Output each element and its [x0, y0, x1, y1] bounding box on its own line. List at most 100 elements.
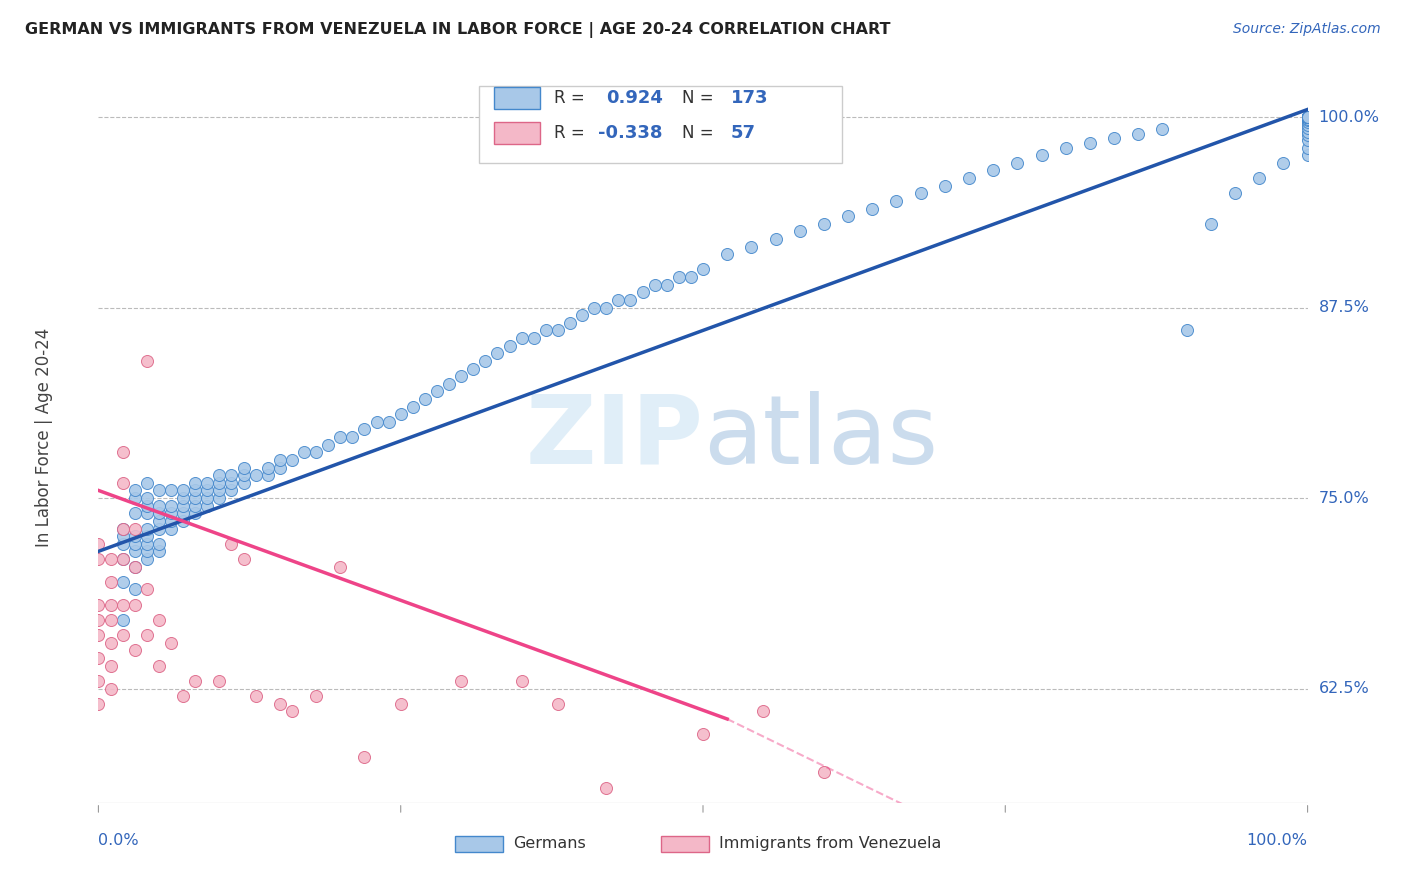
Point	[873, 804, 896, 818]
Point	[1296, 125, 1319, 139]
Point	[135, 544, 157, 558]
Point	[87, 697, 110, 711]
Point	[813, 217, 835, 231]
Text: -0.338: -0.338	[598, 124, 662, 142]
Point	[135, 552, 157, 566]
Point	[342, 430, 364, 444]
Point	[1054, 140, 1077, 154]
Point	[100, 574, 122, 589]
Text: In Labor Force | Age 20-24: In Labor Force | Age 20-24	[35, 327, 53, 547]
Point	[1296, 110, 1319, 124]
Text: Source: ZipAtlas.com: Source: ZipAtlas.com	[1233, 22, 1381, 37]
Point	[934, 178, 956, 193]
Point	[195, 483, 218, 498]
Point	[87, 628, 110, 642]
Point	[160, 506, 183, 520]
Point	[184, 483, 207, 498]
Point	[1078, 136, 1101, 150]
Point	[1296, 148, 1319, 162]
Point	[1296, 110, 1319, 124]
Point	[1054, 856, 1077, 871]
Point	[305, 445, 328, 459]
Point	[124, 643, 146, 657]
Point	[256, 460, 278, 475]
Text: Immigrants from Venezuela: Immigrants from Venezuela	[718, 836, 941, 851]
Point	[1296, 110, 1319, 124]
Point	[269, 453, 291, 467]
Point	[353, 422, 375, 436]
Point	[124, 598, 146, 612]
Point	[124, 529, 146, 543]
Point	[474, 354, 496, 368]
Text: R =: R =	[554, 124, 585, 142]
Point	[195, 491, 218, 505]
Point	[910, 186, 932, 201]
Point	[305, 689, 328, 703]
Point	[160, 499, 183, 513]
Point	[148, 544, 170, 558]
Point	[111, 552, 134, 566]
Point	[1296, 110, 1319, 124]
Point	[619, 293, 641, 307]
Point	[752, 705, 775, 719]
Point	[172, 514, 194, 528]
Point	[111, 537, 134, 551]
Point	[1296, 140, 1319, 154]
Point	[510, 331, 533, 345]
Point	[789, 224, 811, 238]
Point	[1199, 217, 1222, 231]
Point	[1296, 114, 1319, 128]
Point	[1128, 127, 1150, 141]
Text: GERMAN VS IMMIGRANTS FROM VENEZUELA IN LABOR FORCE | AGE 20-24 CORRELATION CHART: GERMAN VS IMMIGRANTS FROM VENEZUELA IN L…	[25, 22, 891, 38]
Point	[389, 407, 412, 421]
Point	[534, 323, 557, 337]
Point	[1296, 110, 1319, 124]
Point	[148, 483, 170, 498]
Point	[1272, 156, 1295, 170]
Point	[450, 369, 472, 384]
Point	[269, 697, 291, 711]
Point	[583, 301, 606, 315]
Text: atlas: atlas	[703, 391, 938, 483]
Text: 0.0%: 0.0%	[98, 833, 139, 848]
Point	[571, 308, 593, 322]
Point	[957, 171, 980, 186]
Point	[221, 475, 243, 490]
Point	[1296, 110, 1319, 124]
Point	[981, 163, 1004, 178]
Point	[172, 499, 194, 513]
FancyBboxPatch shape	[456, 836, 503, 852]
Point	[87, 651, 110, 665]
FancyBboxPatch shape	[494, 122, 540, 144]
Point	[329, 430, 352, 444]
Point	[765, 232, 787, 246]
Point	[208, 673, 231, 688]
Point	[87, 673, 110, 688]
Point	[184, 506, 207, 520]
Point	[463, 361, 485, 376]
Point	[100, 658, 122, 673]
Point	[668, 270, 690, 285]
Point	[1296, 110, 1319, 124]
Point	[232, 552, 254, 566]
Point	[523, 331, 546, 345]
Point	[148, 537, 170, 551]
Text: N =: N =	[682, 124, 714, 142]
Point	[135, 499, 157, 513]
Point	[160, 483, 183, 498]
Point	[208, 475, 231, 490]
Point	[886, 194, 908, 208]
Point	[450, 673, 472, 688]
Point	[837, 209, 859, 223]
Point	[1296, 110, 1319, 124]
Point	[135, 522, 157, 536]
Point	[1296, 120, 1319, 135]
Point	[172, 689, 194, 703]
Point	[316, 438, 339, 452]
Point	[148, 514, 170, 528]
Point	[135, 628, 157, 642]
Point	[195, 499, 218, 513]
Point	[1296, 110, 1319, 124]
Point	[232, 468, 254, 483]
Text: ZIP: ZIP	[524, 391, 703, 483]
